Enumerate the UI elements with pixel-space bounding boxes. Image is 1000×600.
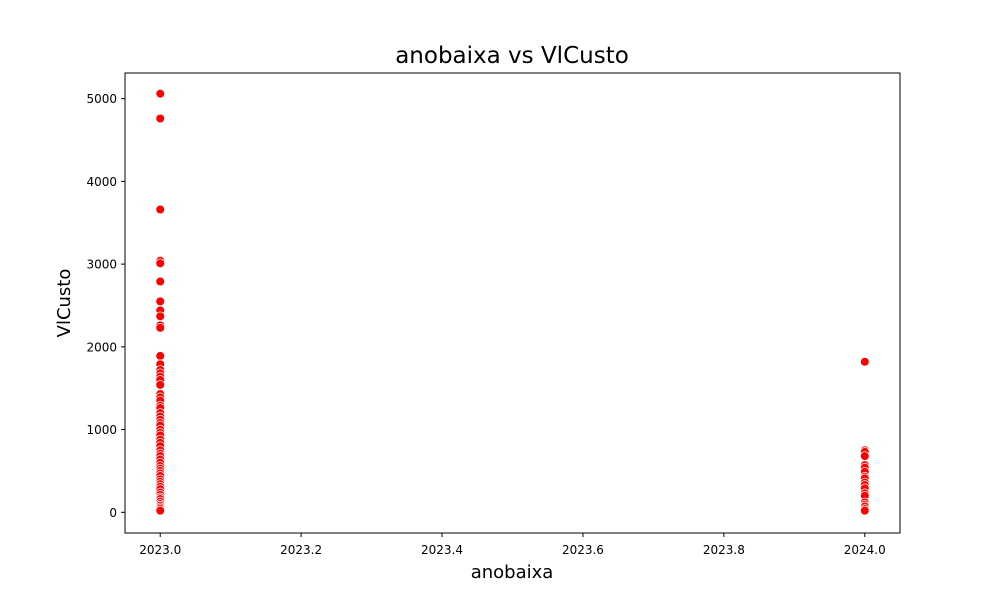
- x-tick-label: 2023.2: [280, 543, 322, 557]
- y-tick-label: 4000: [86, 175, 117, 189]
- y-tick-label: 5000: [86, 92, 117, 106]
- scatter-point: [155, 296, 166, 307]
- ticks-layer: 2023.0 2023.2 2023.4 2023.6 2023.8 2024.0 0 100…: [86, 92, 885, 557]
- scatter-point: [859, 505, 870, 516]
- scatter-point: [155, 323, 166, 333]
- scatter-point: [155, 204, 166, 215]
- scatter-point: [155, 351, 166, 361]
- scatter-point: [155, 505, 166, 516]
- y-tick-label: 3000: [86, 258, 117, 272]
- y-tick-label: 2000: [86, 340, 117, 354]
- scatter-point: [155, 113, 166, 124]
- x-tick-label: 2023.6: [562, 543, 604, 557]
- x-tick-label: 2023.0: [139, 543, 181, 557]
- plot-area-frame: [124, 72, 901, 534]
- scatter-point: [155, 276, 166, 287]
- y-tick-label: 1000: [86, 423, 117, 437]
- scatter-point: [155, 258, 166, 269]
- points-layer: [155, 88, 870, 516]
- y-axis-title: VlCusto: [54, 269, 75, 338]
- x-tick-label: 2024.0: [844, 543, 886, 557]
- x-axis-title: anobaixa: [471, 562, 554, 583]
- chart-title: anobaixa vs VlCusto: [395, 43, 629, 69]
- x-tick-label: 2023.4: [421, 543, 463, 557]
- x-tick-label: 2023.8: [703, 543, 745, 557]
- scatter-point: [155, 311, 166, 322]
- scatter-point: [859, 356, 870, 367]
- scatter-point: [155, 88, 166, 99]
- y-tick-label: 0: [109, 506, 117, 520]
- scatter-point: [155, 380, 166, 390]
- scatter-point: [859, 451, 870, 461]
